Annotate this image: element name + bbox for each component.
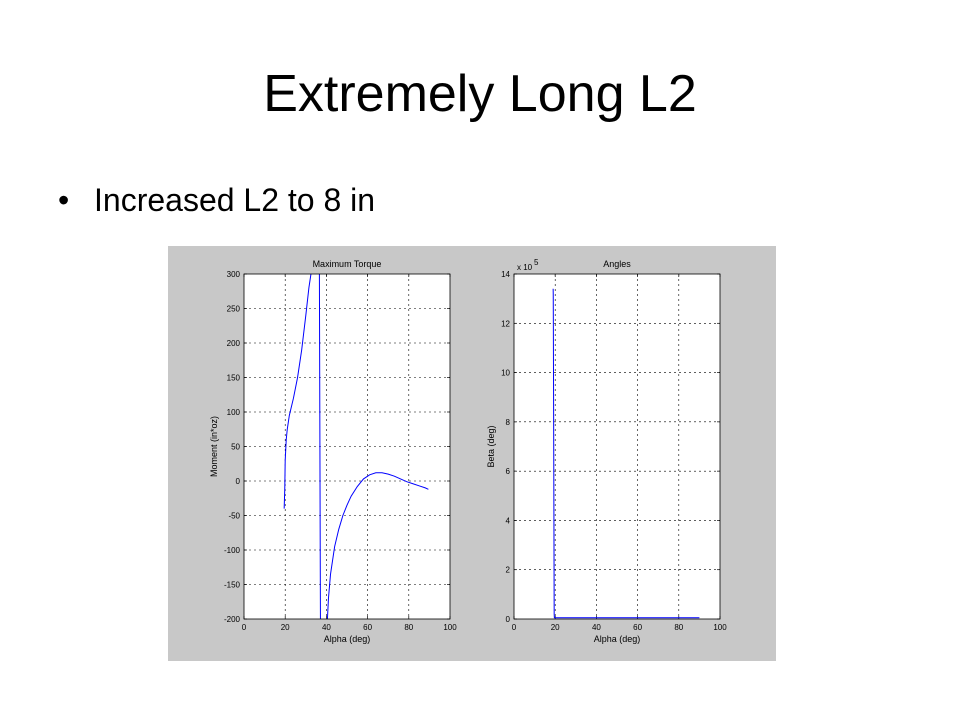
chart1-series-line-2 bbox=[318, 274, 321, 619]
chart2-x-tick-label: 20 bbox=[551, 623, 560, 632]
bullet-text: Increased L2 to 8 in bbox=[94, 182, 376, 218]
chart2-y-tick-label: 4 bbox=[506, 516, 511, 525]
bullet-item: • Increased L2 to 8 in bbox=[58, 178, 375, 222]
chart1-y-tick-label: -150 bbox=[224, 581, 241, 590]
chart2-x-tick-label: 80 bbox=[674, 623, 683, 632]
chart2-y-tick-label: 14 bbox=[501, 270, 510, 279]
figure-canvas: 0 20 40 60 80 100-200-150-100-500501001502002… bbox=[209, 258, 727, 644]
slide-title: Extremely Long L2 bbox=[263, 65, 697, 123]
chart1-x-tick-label: 20 bbox=[281, 623, 290, 632]
chart1-y-tick-label: 0 bbox=[236, 477, 241, 486]
chart1-axes-frame bbox=[243, 273, 451, 620]
chart1-ylabel: Moment (in*oz) bbox=[209, 416, 219, 477]
chart1-series-line-1 bbox=[283, 274, 312, 509]
chart1-y-tick-label: 100 bbox=[227, 408, 241, 417]
chart1-y-tick-label: 250 bbox=[227, 305, 241, 314]
chart1-series-line-3 bbox=[326, 472, 429, 619]
chart1-y-tick-label: 150 bbox=[227, 374, 241, 383]
chart2-y-multiplier: x 10 bbox=[517, 263, 533, 272]
chart2-ylabel: Beta (deg) bbox=[486, 425, 496, 467]
chart1-y-tick-label: -200 bbox=[224, 615, 241, 624]
chart1-xlabel: Alpha (deg) bbox=[324, 634, 371, 644]
chart2-title: Angles bbox=[603, 259, 631, 269]
chart1-x-tick-label: 60 bbox=[363, 623, 372, 632]
chart2-y-multiplier-exponent: 5 bbox=[534, 258, 539, 267]
chart1-x-tick-label: 100 bbox=[443, 623, 457, 632]
bullet-dot-icon: • bbox=[58, 182, 70, 218]
chart2-xlabel: Alpha (deg) bbox=[594, 634, 641, 644]
chart2-y-tick-label: 12 bbox=[501, 319, 510, 328]
chart2-y-tick-label: 0 bbox=[506, 615, 511, 624]
chart1-x-tick-label: 0 bbox=[242, 623, 247, 632]
chart2-plot-area bbox=[514, 274, 720, 619]
chart1-y-tick-label: -100 bbox=[224, 546, 241, 555]
chart2-x-tick-label: 40 bbox=[592, 623, 601, 632]
chart1-x-tick-label: 40 bbox=[322, 623, 331, 632]
chart1-title: Maximum Torque bbox=[313, 259, 382, 269]
chart2-x-tick-label: 60 bbox=[633, 623, 642, 632]
chart2-axes-frame bbox=[513, 273, 721, 620]
chart2-series-line-1 bbox=[552, 288, 700, 619]
chart2-y-tick-label: 6 bbox=[506, 467, 511, 476]
chart2-x-tick-label: 0 bbox=[512, 623, 517, 632]
chart1-x-tick-label: 80 bbox=[404, 623, 413, 632]
chart2-y-tick-label: 8 bbox=[506, 418, 511, 427]
chart1-y-tick-label: 200 bbox=[227, 339, 241, 348]
chart2-x-tick-label: 100 bbox=[713, 623, 727, 632]
chart1-y-tick-label: -50 bbox=[228, 512, 240, 521]
chart1-y-tick-label: 300 bbox=[227, 270, 241, 279]
chart2-y-tick-label: 10 bbox=[501, 369, 510, 378]
matlab-figure: 0 20 40 60 80 100 -200 -150 -100 -50 0 50 100 150 200 2… bbox=[168, 246, 776, 661]
chart2-y-tick-label: 2 bbox=[506, 566, 511, 575]
chart1-y-tick-label: 50 bbox=[231, 443, 240, 452]
